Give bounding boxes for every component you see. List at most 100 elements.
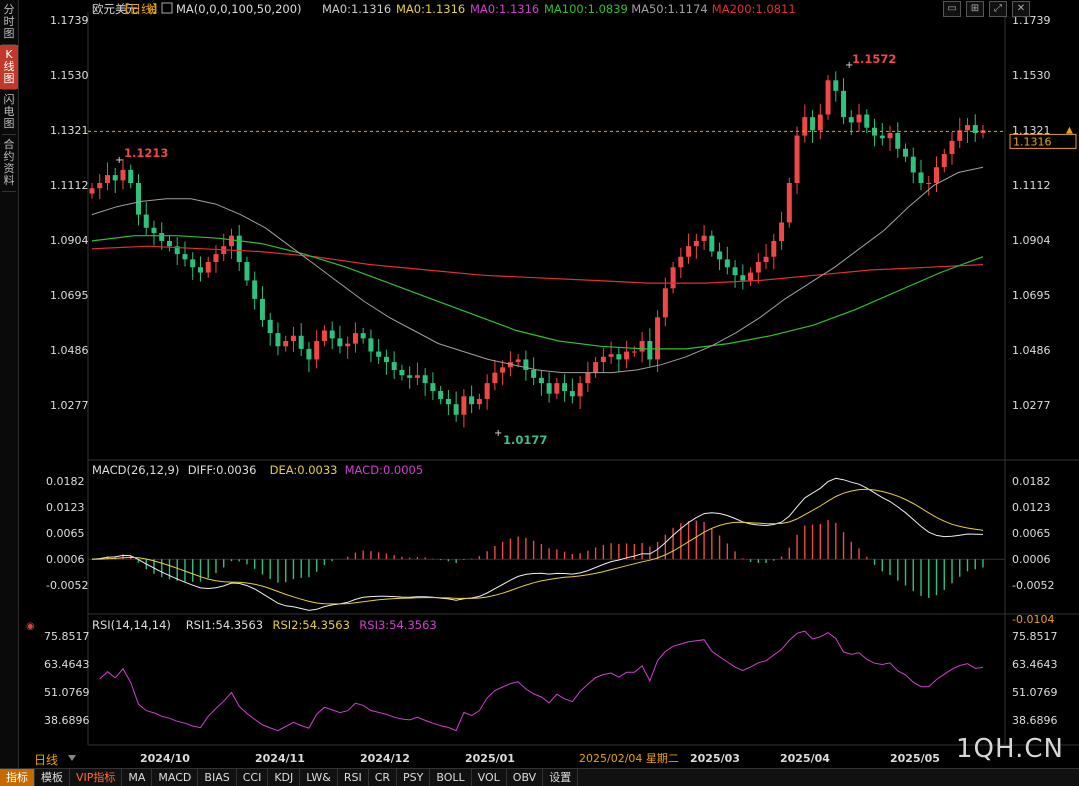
candle-body [159, 233, 165, 241]
candle-body [352, 333, 358, 344]
candle-body [244, 262, 250, 281]
candle-body [89, 188, 95, 194]
maximize-window-button[interactable]: ⤢ [989, 1, 1007, 17]
candle-body [709, 235, 715, 252]
settings-window-button[interactable]: ⊞ [966, 1, 984, 17]
low-label: 1.0177 [503, 433, 547, 447]
macd-tick-right: 0.0123 [1012, 501, 1051, 514]
candle-body [182, 254, 188, 260]
ma-value-5: MA200:1.0811 [712, 2, 796, 16]
early-high-label: 1.1213 [124, 146, 168, 160]
macd-legend-0: MACD(26,12,9) [92, 463, 179, 477]
sidebar-tab-0[interactable]: 分时图 [3, 3, 15, 40]
sidebar-divider [2, 134, 16, 135]
ma200-line [91, 245, 984, 284]
candle-body [608, 354, 614, 357]
candles [89, 71, 986, 428]
toolbar-tab-obv[interactable]: OBV [507, 769, 544, 786]
toolbar-tab-指标[interactable]: 指标 [0, 769, 35, 786]
rsi-settings-icon: ◉ [26, 621, 35, 632]
candle-body [314, 341, 320, 360]
indicator-toolbar: 指标 模板 VIP指标 MA MACD BIAS CCI KDJ LW& RSI CR PSY BOLL… [0, 768, 1079, 786]
candle-body [949, 140, 955, 155]
candle-body [686, 246, 692, 257]
restore-window-button[interactable]: ▭ [943, 1, 961, 17]
candle-body [321, 330, 327, 342]
candle-body [422, 375, 428, 384]
price-chart[interactable]: 1.1739 1.1739 1.1530 1.1530 1.1321 1.1321 1.11… [0, 0, 1079, 768]
rsi-tick-left: 51.0769 [44, 686, 90, 699]
macd-legend-1: DIFF:0.0036 [188, 463, 257, 477]
ma-value-0: MA0:1.1316 [322, 2, 391, 16]
period-selector[interactable]: 日线 [34, 753, 59, 767]
price-tick-left: 1.1530 [50, 69, 89, 82]
rsi-tick-left: 63.4643 [44, 658, 90, 671]
macd-diff-line [91, 477, 984, 611]
candle-body [856, 114, 862, 123]
rsi-line [99, 630, 984, 732]
toolbar-tab-vol[interactable]: VOL [472, 769, 507, 786]
toolbar-tab-macd[interactable]: MACD [152, 769, 199, 786]
x-axis-label: 2025/01 [465, 752, 515, 765]
candle-body [562, 383, 568, 392]
price-tick-left: 1.0277 [50, 399, 89, 412]
toolbar-tab-设置[interactable]: 设置 [543, 769, 579, 786]
macd-tick-left: 0.0065 [46, 527, 85, 540]
price-tick-right: 1.1530 [1012, 69, 1051, 82]
candle-body [205, 262, 211, 273]
rsi-tick-left: 75.8517 [44, 630, 90, 643]
dropdown-arrow-icon[interactable] [68, 755, 76, 761]
x-axis-label: 2024/12 [360, 752, 410, 765]
candle-body [492, 372, 498, 384]
toolbar-tab-ma[interactable]: MA [122, 769, 153, 786]
candle-body [438, 391, 444, 399]
candle-body [957, 130, 963, 141]
candle-body [717, 251, 723, 260]
candle-body [306, 348, 312, 360]
toolbar-tab-cr[interactable]: CR [369, 769, 398, 786]
close-window-button[interactable]: ✕ [1012, 1, 1030, 17]
candle-body [732, 267, 738, 276]
candle-body [399, 369, 405, 376]
rsi-tick-left: 38.6896 [44, 714, 90, 727]
candle-body [600, 356, 606, 363]
price-tick-right: 1.1112 [1012, 179, 1051, 192]
candle-body [236, 235, 242, 263]
candle-body [546, 383, 552, 394]
sidebar-tab-3[interactable]: 合约资料 [3, 138, 15, 187]
toolbar-tab-rsi[interactable]: RSI [338, 769, 369, 786]
toolbar-tab-bias[interactable]: BIAS [198, 769, 237, 786]
candle-body [531, 369, 537, 378]
toolbar-tab-lw&[interactable]: LW& [300, 769, 338, 786]
candle-body [755, 262, 761, 273]
candle-body [135, 183, 141, 215]
x-axis-label: 2025/03 [690, 752, 740, 765]
candle-body [283, 341, 289, 347]
price-tick-left: 1.0904 [50, 234, 89, 247]
toolbar-tab-模板[interactable]: 模板 [35, 769, 70, 786]
candle-body [383, 356, 389, 363]
candle-body [197, 267, 203, 273]
candle-body [748, 272, 754, 281]
candle-body [864, 114, 870, 128]
toolbar-tab-vip指标[interactable]: VIP指标 [70, 769, 123, 786]
macd-tick-left: 0.0006 [46, 553, 85, 566]
candle-body [624, 351, 630, 360]
candle-body [934, 167, 940, 184]
toolbar-tab-cci[interactable]: CCI [237, 769, 269, 786]
candle-body [407, 375, 413, 378]
rsi-tick-right: 51.0769 [1012, 686, 1058, 699]
sidebar-divider [2, 89, 16, 90]
candle-body [391, 362, 397, 370]
toolbar-tab-kdj[interactable]: KDJ [268, 769, 301, 786]
current-price-box [1009, 133, 1077, 149]
candle-body [639, 341, 645, 352]
sidebar-tab-2[interactable]: 闪电图 [3, 93, 15, 130]
toolbar-tab-boll[interactable]: BOLL [430, 769, 472, 786]
candle-body [655, 317, 661, 360]
candle-body [97, 183, 103, 189]
toolbar-tab-psy[interactable]: PSY [397, 769, 431, 786]
candle-body [802, 117, 808, 136]
